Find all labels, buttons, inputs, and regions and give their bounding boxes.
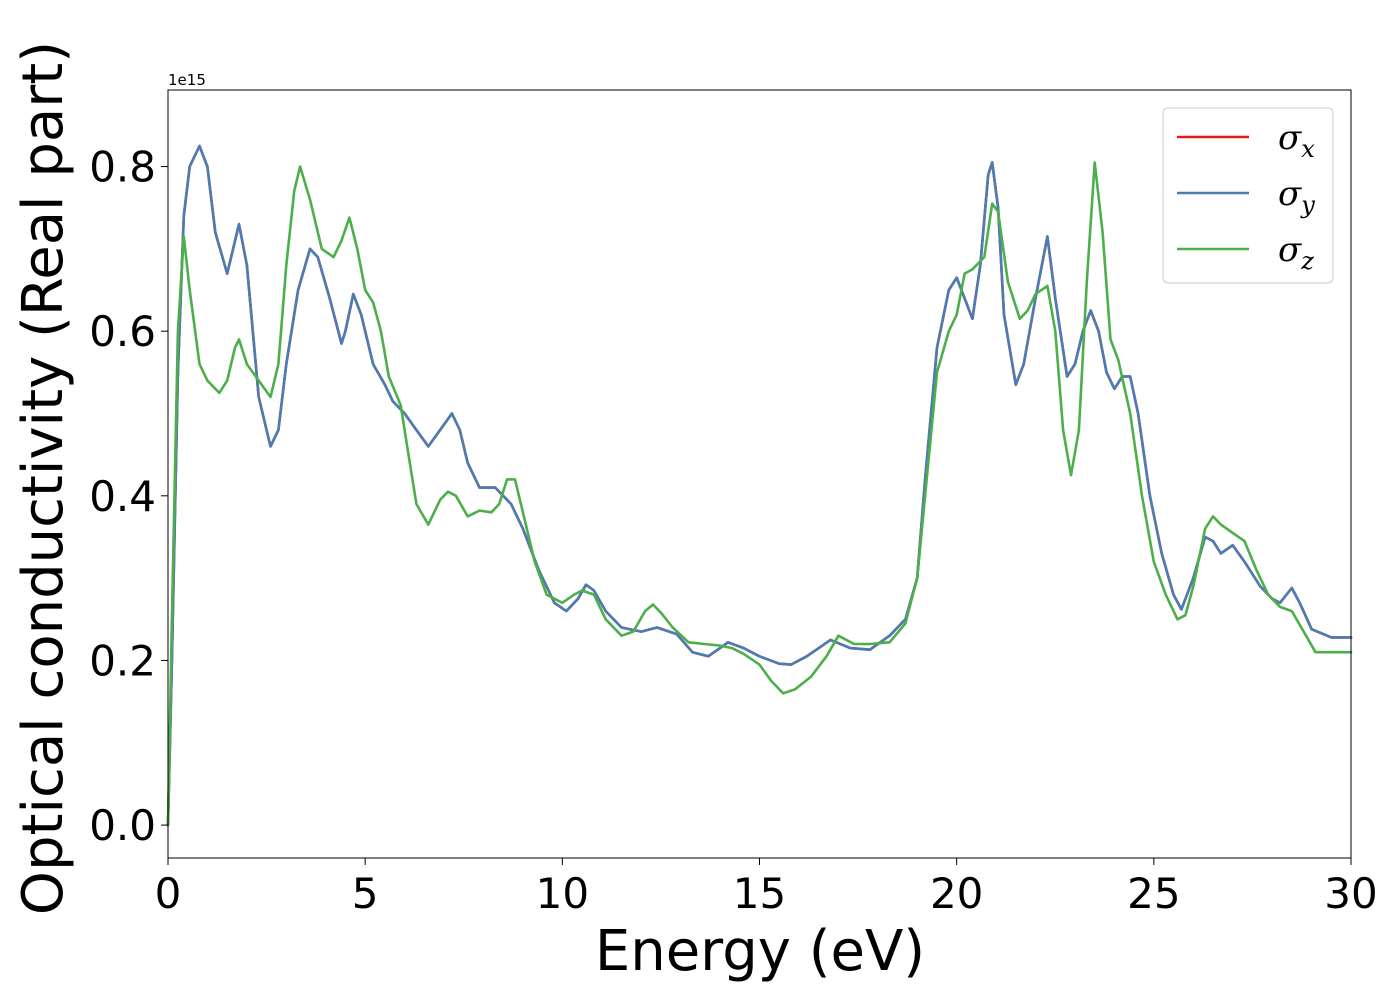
y-axis-title: Optical conductivity (Real part) bbox=[11, 41, 76, 915]
legend-box bbox=[1162, 107, 1334, 284]
legend-items: σx σy σz bbox=[1177, 118, 1315, 275]
legend-label-z: σz bbox=[1278, 230, 1314, 275]
x-tick-label: 0 bbox=[155, 869, 182, 918]
plot-area bbox=[166, 89, 1353, 859]
x-tick-label: 30 bbox=[1324, 869, 1377, 918]
x-tick-label: 15 bbox=[733, 869, 786, 918]
y-tick-label: 0.6 bbox=[89, 307, 156, 356]
x-tick-label: 5 bbox=[352, 869, 379, 918]
series-line-z bbox=[166, 161, 1353, 827]
y-axis-ticks: 0.0 0.2 0.4 0.6 0.8 bbox=[89, 143, 168, 850]
series-line-y bbox=[166, 144, 1353, 827]
y-tick-label: 0.0 bbox=[89, 801, 156, 850]
y-tick-label: 0.4 bbox=[89, 472, 156, 521]
y-tick-label: 0.2 bbox=[89, 636, 156, 685]
x-tick-label: 25 bbox=[1127, 869, 1180, 918]
legend-label-x: σx bbox=[1278, 118, 1315, 163]
y-tick-label: 0.8 bbox=[89, 143, 156, 192]
x-axis-title: Energy (eV) bbox=[595, 919, 925, 984]
y-axis-offset-text: 1e15 bbox=[168, 71, 206, 89]
x-tick-label: 10 bbox=[536, 869, 589, 918]
legend: σx σy σz bbox=[1162, 107, 1334, 284]
x-tick-label: 20 bbox=[930, 869, 983, 918]
series-layer bbox=[166, 144, 1353, 827]
x-axis-ticks: 0 5 10 15 20 25 30 bbox=[155, 858, 1378, 918]
legend-label-y: σy bbox=[1278, 174, 1315, 219]
